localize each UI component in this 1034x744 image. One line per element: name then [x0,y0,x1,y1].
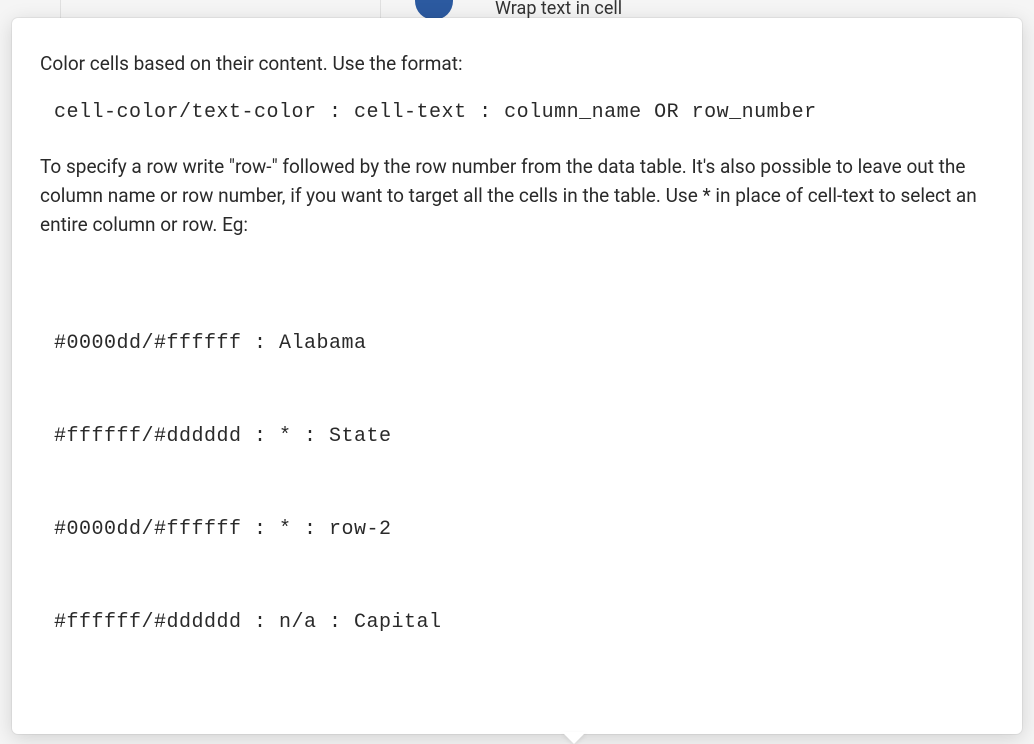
example-line: #ffffff/#dddddd : n/a : Capital [54,607,994,638]
tooltip-format-code: cell-color/text-color : cell-text : colu… [54,101,994,124]
example-line: #0000dd/#ffffff : * : row-2 [54,514,994,545]
toggle-handle[interactable] [415,0,453,20]
tooltip-body-text: To specify a row write "row-" followed b… [40,152,994,240]
example-line: #ffffff/#dddddd : * : State [54,421,994,452]
example-line: #0000dd/#ffffff : Alabama [54,328,994,359]
tooltip-intro-text: Color cells based on their content. Use … [40,50,994,79]
partial-toggle-label: Wrap text in cell [495,0,622,19]
tooltip-example-block: #0000dd/#ffffff : Alabama #ffffff/#ddddd… [54,266,994,700]
help-tooltip: Color cells based on their content. Use … [12,18,1022,734]
